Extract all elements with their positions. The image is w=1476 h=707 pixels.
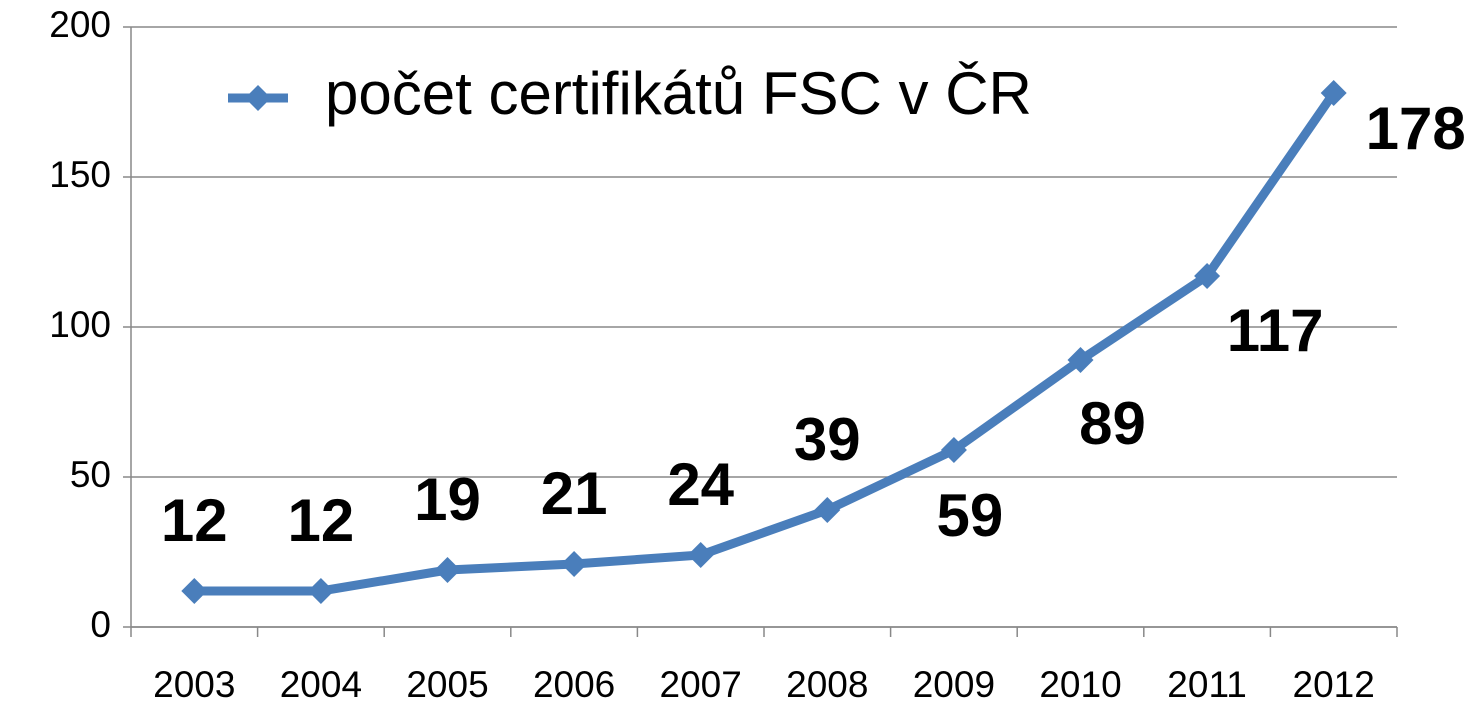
y-tick-label: 100 <box>49 304 111 345</box>
data-label: 24 <box>667 451 734 518</box>
data-label: 19 <box>414 466 481 533</box>
x-tick-label: 2003 <box>153 664 235 705</box>
data-label: 117 <box>1227 297 1324 364</box>
data-label: 21 <box>541 460 608 527</box>
x-tick-label: 2005 <box>406 664 488 705</box>
x-tick-label: 2009 <box>913 664 995 705</box>
x-tick-label: 2010 <box>1039 664 1121 705</box>
data-label: 12 <box>161 487 228 554</box>
data-label: 12 <box>288 487 355 554</box>
data-point <box>1320 80 1347 106</box>
data-label: 89 <box>1079 390 1146 457</box>
data-label: 59 <box>937 482 1004 549</box>
data-point <box>814 497 841 523</box>
data-point <box>181 578 208 604</box>
y-tick-label: 150 <box>49 154 111 195</box>
legend-label: počet certifikátů FSC v ČR <box>325 60 1032 127</box>
legend-marker <box>245 85 271 111</box>
data-point <box>687 542 714 568</box>
y-tick-label: 50 <box>70 454 111 495</box>
data-label: 178 <box>1366 95 1466 162</box>
data-point <box>434 557 461 583</box>
x-tick-label: 2007 <box>660 664 742 705</box>
x-tick-label: 2004 <box>280 664 362 705</box>
x-tick-label: 2006 <box>533 664 615 705</box>
data-point <box>940 437 967 463</box>
data-point <box>561 551 588 577</box>
x-tick-label: 2012 <box>1293 664 1375 705</box>
series-line <box>194 90 1338 596</box>
x-tick-label: 2008 <box>786 664 868 705</box>
y-tick-label: 200 <box>49 4 111 45</box>
data-point <box>307 578 334 604</box>
data-label: 39 <box>794 406 861 473</box>
data-point <box>1067 347 1094 373</box>
y-tick-label: 0 <box>90 604 111 645</box>
data-point <box>1194 263 1221 289</box>
x-tick-label: 2011 <box>1167 664 1247 705</box>
